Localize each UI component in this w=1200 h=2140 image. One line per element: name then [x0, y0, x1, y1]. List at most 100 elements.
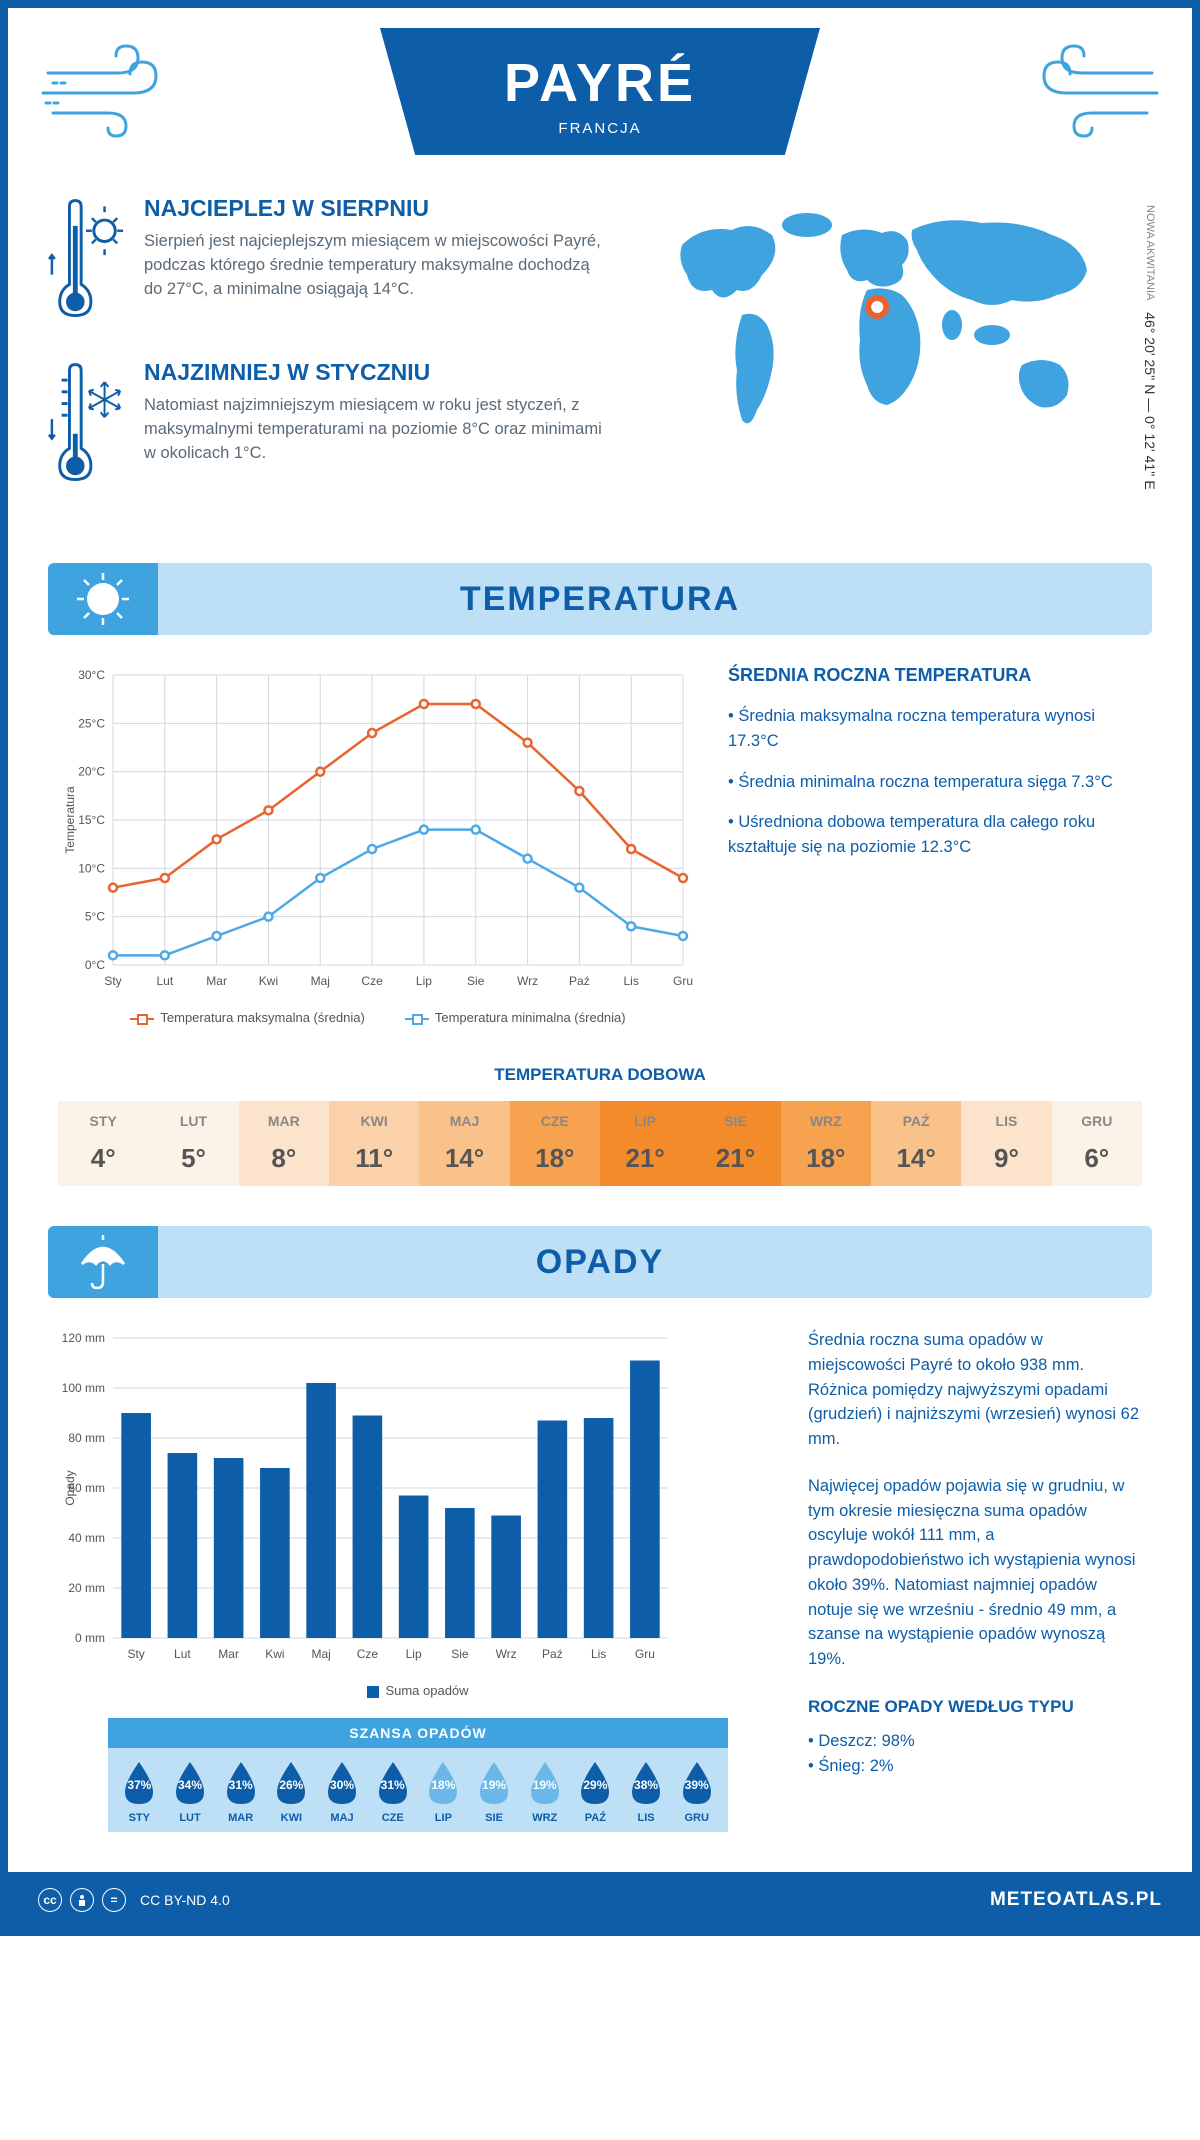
svg-text:Lut: Lut	[156, 974, 173, 988]
chance-cell: 38% LIS	[621, 1760, 672, 1824]
warmest-block: NAJCIEPLEJ W SIERPNIU Sierpień jest najc…	[48, 195, 612, 325]
precip-type-item: • Śnieg: 2%	[808, 1754, 1142, 1779]
thermometer-hot-icon	[48, 195, 126, 325]
svg-text:Maj: Maj	[311, 974, 330, 988]
license-text: CC BY-ND 4.0	[140, 1892, 230, 1908]
daily-temp-cell: CZE18°	[510, 1101, 600, 1186]
thermometer-cold-icon	[48, 359, 126, 489]
coords-text: 46° 20' 25'' N — 0° 12' 41'' E	[1142, 312, 1158, 489]
precip-legend: Suma opadów	[58, 1683, 778, 1698]
temp-bullet: • Uśredniona dobowa temperatura dla całe…	[728, 810, 1142, 860]
location-marker	[868, 298, 886, 316]
brand: METEOATLAS.PL	[990, 1889, 1162, 1911]
temp-chart-legend: Temperatura maksymalna (średnia) Tempera…	[58, 1010, 698, 1025]
cc-icon: cc	[38, 1888, 62, 1912]
precip-chart: 0 mm20 mm40 mm60 mm80 mm100 mm120 mmStyL…	[58, 1328, 778, 1872]
svg-text:Wrz: Wrz	[496, 1647, 517, 1661]
by-icon	[70, 1888, 94, 1912]
precip-type-item: • Deszcz: 98%	[808, 1729, 1142, 1754]
svg-text:Mar: Mar	[206, 974, 227, 988]
warmest-text: Sierpień jest najcieplejszym miesiącem w…	[144, 230, 612, 302]
chance-cell: 30% MAJ	[317, 1760, 368, 1824]
temperature-header: TEMPERATURA	[48, 563, 1152, 635]
svg-text:Maj: Maj	[311, 1647, 330, 1661]
temp-bullet: • Średnia maksymalna roczna temperatura …	[728, 704, 1142, 754]
chance-cell: 37% STY	[114, 1760, 165, 1824]
svg-text:Sie: Sie	[451, 1647, 469, 1661]
chance-cell: 31% MAR	[215, 1760, 266, 1824]
country-name: FRANCJA	[380, 120, 820, 137]
svg-text:Cze: Cze	[361, 974, 383, 988]
temp-bullet: • Średnia minimalna roczna temperatura s…	[728, 770, 1142, 795]
cc-icons: cc =	[38, 1888, 126, 1912]
svg-text:Lip: Lip	[416, 974, 432, 988]
chance-cell: 34% LUT	[165, 1760, 216, 1824]
daily-temp-title: TEMPERATURA DOBOWA	[8, 1065, 1192, 1085]
warmest-title: NAJCIEPLEJ W SIERPNIU	[144, 195, 612, 222]
coordinates: NOWA AKWITANIA 46° 20' 25'' N — 0° 12' 4…	[1142, 205, 1158, 490]
daily-temp-cell: LIP21°	[600, 1101, 690, 1186]
svg-text:100 mm: 100 mm	[62, 1381, 105, 1395]
precip-text-2: Najwięcej opadów pojawia się w grudniu, …	[808, 1474, 1142, 1672]
svg-text:0 mm: 0 mm	[75, 1631, 105, 1645]
svg-text:80 mm: 80 mm	[68, 1431, 105, 1445]
svg-text:25°C: 25°C	[78, 716, 105, 730]
chance-title: SZANSA OPADÓW	[108, 1718, 728, 1748]
precip-summary: Średnia roczna suma opadów w miejscowośc…	[808, 1328, 1142, 1872]
svg-text:120 mm: 120 mm	[62, 1331, 105, 1345]
svg-text:Sty: Sty	[127, 1647, 144, 1661]
sun-icon	[48, 563, 158, 635]
chance-cell: 18% LIP	[418, 1760, 469, 1824]
coldest-text: Natomiast najzimniejszym miesiącem w rok…	[144, 394, 612, 466]
svg-text:Temperatura: Temperatura	[63, 786, 77, 854]
svg-text:Lis: Lis	[591, 1647, 606, 1661]
svg-text:Sie: Sie	[467, 974, 485, 988]
daily-temp-cell: WRZ18°	[781, 1101, 871, 1186]
temperature-summary: ŚREDNIA ROCZNA TEMPERATURA • Średnia mak…	[728, 665, 1142, 1025]
daily-temp-cell: KWI11°	[329, 1101, 419, 1186]
svg-text:30°C: 30°C	[78, 668, 105, 682]
wind-icon-left	[38, 38, 178, 138]
annual-temp-title: ŚREDNIA ROCZNA TEMPERATURA	[728, 665, 1142, 686]
umbrella-icon	[48, 1226, 158, 1298]
coldest-title: NAJZIMNIEJ W STYCZNIU	[144, 359, 612, 386]
svg-text:Lut: Lut	[174, 1647, 191, 1661]
chance-cell: 26% KWI	[266, 1760, 317, 1824]
precip-by-type-title: ROCZNE OPADY WEDŁUG TYPU	[808, 1694, 1142, 1720]
svg-text:0°C: 0°C	[85, 958, 105, 972]
daily-temp-cell: LIS9°	[961, 1101, 1051, 1186]
coldest-block: NAJZIMNIEJ W STYCZNIU Natomiast najzimni…	[48, 359, 612, 489]
svg-text:20 mm: 20 mm	[68, 1581, 105, 1595]
world-map	[642, 195, 1122, 475]
precip-header: OPADY	[48, 1226, 1152, 1298]
wind-icon-right	[1022, 38, 1162, 138]
svg-text:Opady: Opady	[63, 1470, 77, 1505]
chance-cell: 39% GRU	[671, 1760, 722, 1824]
svg-text:Gru: Gru	[673, 974, 693, 988]
daily-temp-cell: SIE21°	[690, 1101, 780, 1186]
svg-text:Gru: Gru	[635, 1647, 655, 1661]
precip-chance-box: SZANSA OPADÓW 37% STY 34% LUT 31% MAR	[108, 1718, 728, 1832]
daily-temp-cell: MAR8°	[239, 1101, 329, 1186]
svg-text:40 mm: 40 mm	[68, 1531, 105, 1545]
temperature-chart: 0°C5°C10°C15°C20°C25°C30°CStyLutMarKwiMa…	[58, 665, 698, 1025]
daily-temp-cell: GRU6°	[1052, 1101, 1142, 1186]
chance-cell: 19% SIE	[469, 1760, 520, 1824]
svg-text:20°C: 20°C	[78, 765, 105, 779]
svg-text:Kwi: Kwi	[259, 974, 278, 988]
svg-text:Lis: Lis	[624, 974, 639, 988]
svg-text:Wrz: Wrz	[517, 974, 538, 988]
region-label: NOWA AKWITANIA	[1144, 205, 1156, 300]
temperature-title: TEMPERATURA	[460, 580, 740, 619]
svg-text:Lip: Lip	[406, 1647, 422, 1661]
intro-section: NAJCIEPLEJ W SIERPNIU Sierpień jest najc…	[8, 155, 1192, 563]
chance-cell: 19% WRZ	[519, 1760, 570, 1824]
daily-temp-cell: STY4°	[58, 1101, 148, 1186]
daily-temp-cell: MAJ14°	[419, 1101, 509, 1186]
city-name: PAYRÉ	[380, 52, 820, 114]
map-block: NOWA AKWITANIA 46° 20' 25'' N — 0° 12' 4…	[642, 195, 1152, 523]
svg-text:Cze: Cze	[357, 1647, 379, 1661]
daily-temp-table: STY4°LUT5°MAR8°KWI11°MAJ14°CZE18°LIP21°S…	[58, 1101, 1142, 1186]
chance-cell: 31% CZE	[367, 1760, 418, 1824]
chance-cell: 29% PAŹ	[570, 1760, 621, 1824]
